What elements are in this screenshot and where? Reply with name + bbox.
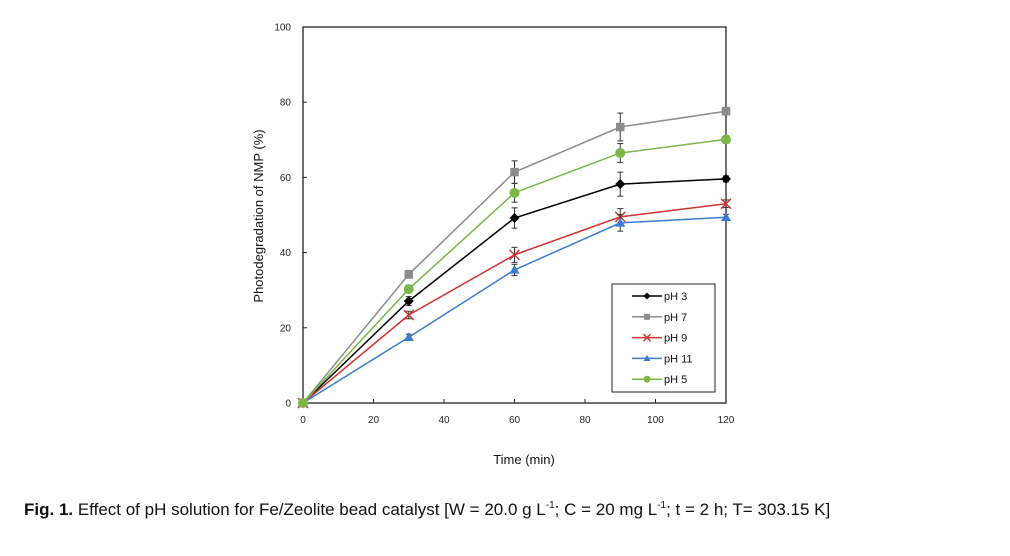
caption-sup-1: -1 bbox=[545, 500, 555, 511]
figure-caption: Fig. 1. Effect of pH solution for Fe/Zeo… bbox=[24, 500, 830, 520]
x-tick-label: 100 bbox=[647, 415, 664, 426]
caption-text-3: ; t = 2 h; T= 303.15 K] bbox=[666, 500, 831, 519]
legend-item: pH 11 bbox=[632, 353, 693, 365]
legend-marker bbox=[643, 333, 651, 342]
legend: pH 3 pH 7 pH 9 pH 11 pH 5 bbox=[611, 283, 716, 393]
x-axis-title: Time (min) bbox=[493, 452, 555, 467]
legend-item: pH 7 bbox=[632, 312, 687, 324]
data-point bbox=[615, 217, 626, 227]
data-point bbox=[721, 134, 731, 145]
data-point bbox=[510, 167, 519, 177]
data-point bbox=[509, 187, 520, 198]
legend-label: pH 9 bbox=[664, 333, 687, 345]
legend-item: pH 9 bbox=[632, 333, 687, 345]
line-chart: 0 20 40 60 80 100 120 0 20 40 60 80 100 pH 3 pH 7 pH 9… bbox=[251, 23, 735, 468]
data-point bbox=[298, 398, 308, 408]
legend-label: pH 5 bbox=[664, 374, 687, 386]
data-point bbox=[403, 284, 414, 295]
y-axis-title: Photodegradation of NMP (%) bbox=[251, 129, 266, 302]
caption-label: Fig. 1. bbox=[24, 500, 74, 519]
data-point bbox=[403, 309, 415, 321]
legend-box bbox=[611, 283, 716, 393]
x-tick-label: 80 bbox=[579, 415, 591, 426]
data-point bbox=[509, 213, 520, 224]
y-tick-label: 100 bbox=[274, 23, 291, 34]
series-ph-5 bbox=[298, 134, 731, 408]
data-point bbox=[721, 173, 731, 184]
data-point bbox=[403, 332, 414, 341]
legend-label: pH 3 bbox=[664, 291, 687, 303]
caption-text-1: Effect of pH solution for Fe/Zeolite bea… bbox=[73, 500, 546, 519]
y-tick-label: 20 bbox=[280, 323, 292, 334]
y-tick-label: 60 bbox=[280, 173, 292, 184]
data-point bbox=[509, 264, 520, 274]
legend-marker bbox=[643, 292, 651, 300]
legend-item: pH 5 bbox=[632, 374, 687, 386]
series-ph-3 bbox=[298, 171, 731, 408]
legend-marker bbox=[644, 313, 650, 320]
legend-marker bbox=[643, 354, 651, 362]
data-point bbox=[403, 296, 414, 307]
x-tick-label: 20 bbox=[368, 415, 380, 426]
series-ph-11 bbox=[298, 212, 731, 407]
data-point bbox=[615, 147, 626, 158]
data-point bbox=[509, 249, 520, 261]
caption-text-2: ; C = 20 mg L bbox=[554, 500, 658, 519]
data-point bbox=[721, 106, 731, 116]
caption-sup-2: -1 bbox=[657, 500, 667, 511]
x-tick-label: 120 bbox=[718, 415, 735, 426]
legend-item: pH 3 bbox=[632, 291, 687, 303]
x-tick-label: 60 bbox=[509, 415, 521, 426]
x-tick-label: 40 bbox=[438, 415, 450, 426]
y-tick-label: 0 bbox=[285, 399, 291, 410]
data-point bbox=[404, 270, 413, 279]
data-point bbox=[616, 122, 625, 132]
legend-marker bbox=[643, 375, 651, 383]
y-tick-label: 80 bbox=[280, 98, 292, 109]
y-tick-label: 40 bbox=[280, 248, 292, 259]
series-layer bbox=[297, 106, 732, 409]
data-point bbox=[720, 198, 732, 210]
data-point bbox=[615, 179, 626, 190]
data-point bbox=[721, 212, 731, 222]
legend-label: pH 7 bbox=[664, 312, 687, 324]
legend-label: pH 11 bbox=[664, 353, 693, 365]
x-tick-label: 0 bbox=[300, 415, 306, 426]
